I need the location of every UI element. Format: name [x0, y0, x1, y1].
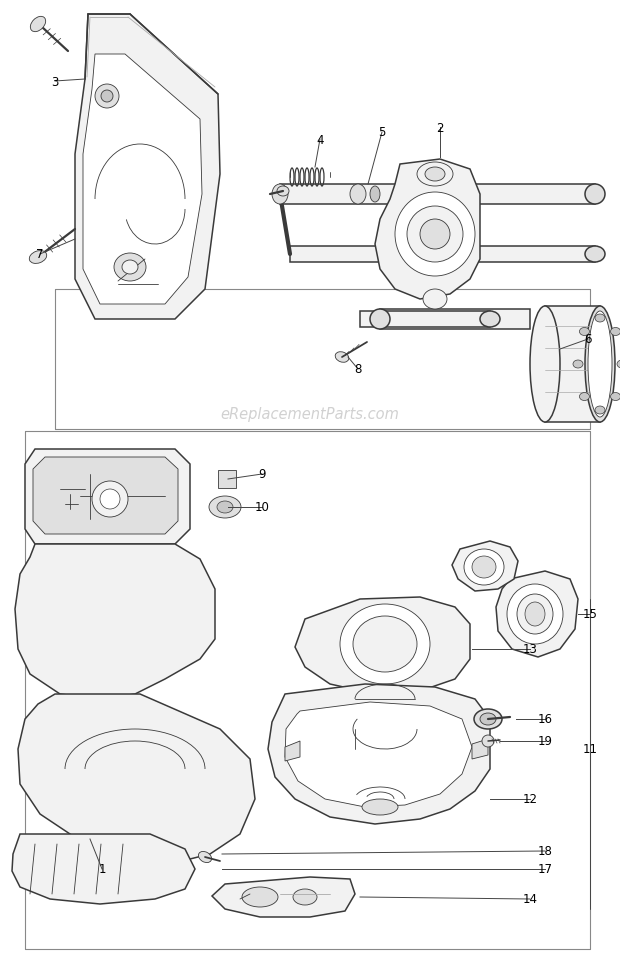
- Ellipse shape: [474, 709, 502, 729]
- Ellipse shape: [611, 328, 620, 336]
- Polygon shape: [472, 740, 488, 760]
- Polygon shape: [12, 834, 195, 904]
- Ellipse shape: [595, 314, 605, 323]
- Polygon shape: [290, 247, 595, 263]
- Text: 15: 15: [583, 608, 598, 620]
- Text: 2: 2: [436, 121, 444, 134]
- Text: 10: 10: [255, 501, 270, 514]
- Ellipse shape: [617, 360, 620, 369]
- Ellipse shape: [588, 312, 612, 417]
- Polygon shape: [15, 544, 215, 700]
- Polygon shape: [33, 457, 178, 535]
- Ellipse shape: [580, 328, 590, 336]
- Ellipse shape: [370, 187, 380, 203]
- Ellipse shape: [122, 261, 138, 274]
- Polygon shape: [285, 702, 472, 807]
- Polygon shape: [295, 598, 470, 695]
- Ellipse shape: [464, 550, 504, 585]
- Ellipse shape: [585, 247, 605, 263]
- Ellipse shape: [95, 85, 119, 109]
- Ellipse shape: [30, 17, 46, 32]
- Ellipse shape: [585, 185, 605, 205]
- Text: 9: 9: [259, 468, 266, 481]
- Ellipse shape: [580, 394, 590, 401]
- Text: 12: 12: [523, 793, 538, 805]
- Ellipse shape: [585, 307, 615, 422]
- Ellipse shape: [472, 557, 496, 578]
- Polygon shape: [280, 185, 595, 205]
- Ellipse shape: [272, 185, 288, 205]
- Ellipse shape: [417, 163, 453, 187]
- Ellipse shape: [114, 253, 146, 282]
- Ellipse shape: [370, 310, 390, 330]
- Ellipse shape: [92, 481, 128, 517]
- Ellipse shape: [353, 617, 417, 672]
- Ellipse shape: [611, 394, 620, 401]
- Ellipse shape: [482, 735, 494, 747]
- Text: eReplacementParts.com: eReplacementParts.com: [221, 407, 399, 422]
- Polygon shape: [212, 877, 355, 917]
- Polygon shape: [18, 695, 255, 864]
- Ellipse shape: [340, 604, 430, 684]
- Text: 6: 6: [584, 334, 591, 346]
- Text: 3: 3: [51, 75, 59, 89]
- Ellipse shape: [517, 595, 553, 635]
- Ellipse shape: [198, 852, 211, 862]
- Ellipse shape: [507, 584, 563, 644]
- Ellipse shape: [423, 290, 447, 310]
- Ellipse shape: [480, 713, 496, 725]
- Ellipse shape: [362, 800, 398, 815]
- Text: 8: 8: [354, 363, 361, 376]
- Ellipse shape: [407, 207, 463, 263]
- Ellipse shape: [209, 497, 241, 518]
- Polygon shape: [452, 541, 518, 592]
- Text: 19: 19: [538, 735, 552, 748]
- Ellipse shape: [480, 312, 500, 328]
- Ellipse shape: [293, 889, 317, 905]
- Ellipse shape: [217, 501, 233, 514]
- Ellipse shape: [350, 185, 366, 205]
- Ellipse shape: [242, 887, 278, 907]
- Polygon shape: [268, 684, 490, 824]
- Polygon shape: [496, 572, 578, 658]
- Polygon shape: [218, 471, 236, 489]
- Polygon shape: [360, 312, 490, 328]
- Polygon shape: [75, 15, 220, 319]
- Text: 4: 4: [316, 133, 324, 147]
- Polygon shape: [25, 450, 190, 544]
- Ellipse shape: [29, 252, 46, 264]
- Ellipse shape: [100, 490, 120, 510]
- Ellipse shape: [335, 353, 349, 363]
- Ellipse shape: [420, 220, 450, 250]
- Text: 16: 16: [538, 713, 552, 726]
- Ellipse shape: [573, 360, 583, 369]
- Text: 17: 17: [538, 862, 552, 876]
- Ellipse shape: [101, 91, 113, 103]
- Text: 1: 1: [98, 862, 106, 876]
- Polygon shape: [285, 741, 300, 761]
- Text: 18: 18: [538, 844, 552, 858]
- Ellipse shape: [530, 307, 560, 422]
- Text: 7: 7: [36, 248, 44, 261]
- Text: 5: 5: [378, 127, 386, 139]
- Ellipse shape: [525, 602, 545, 626]
- Text: 14: 14: [523, 893, 538, 905]
- Ellipse shape: [425, 168, 445, 182]
- Ellipse shape: [395, 193, 475, 276]
- Polygon shape: [375, 160, 480, 299]
- Text: 11: 11: [583, 742, 598, 756]
- Ellipse shape: [595, 407, 605, 415]
- Text: 13: 13: [523, 643, 538, 656]
- Polygon shape: [545, 307, 600, 422]
- Polygon shape: [83, 55, 202, 305]
- Ellipse shape: [277, 187, 289, 196]
- Polygon shape: [380, 310, 530, 330]
